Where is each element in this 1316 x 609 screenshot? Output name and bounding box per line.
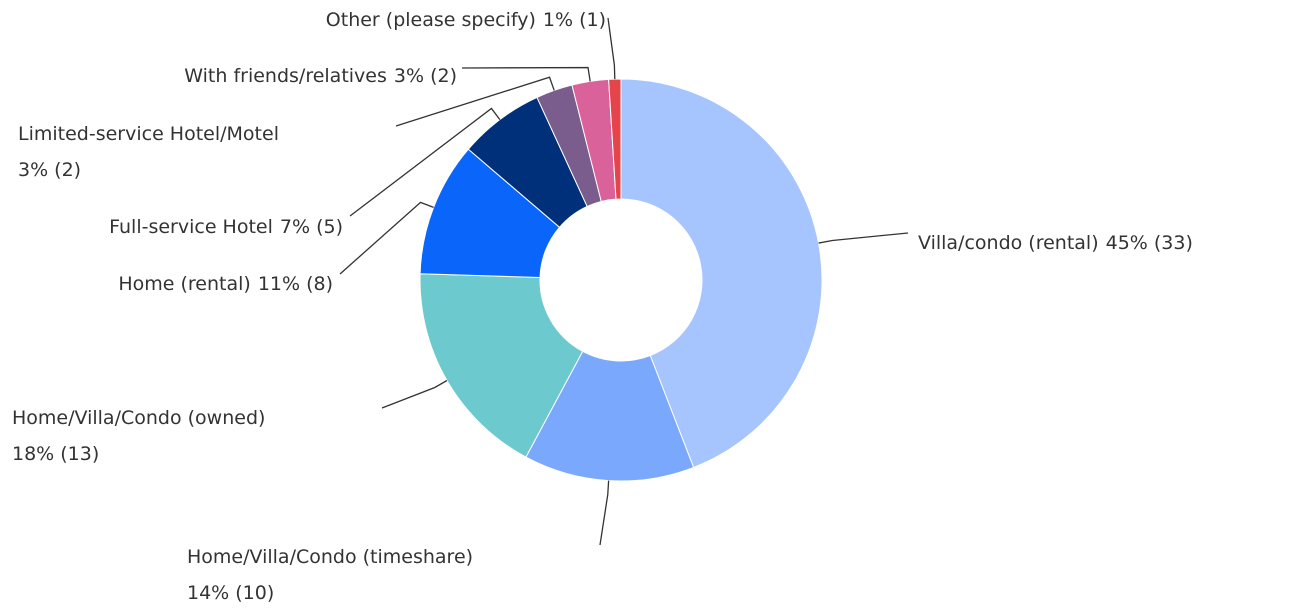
leader-line	[339, 201, 434, 275]
slice	[525, 350, 695, 482]
leader-line	[818, 232, 909, 244]
label-value: 18% (13)	[12, 443, 99, 465]
label-value: 11% (8)	[258, 273, 333, 295]
label-category: With friends/relatives	[184, 65, 387, 87]
slice	[419, 273, 584, 458]
leader-line	[349, 107, 501, 217]
label-category: Home/Villa/Condo (owned)	[12, 407, 265, 429]
slice-label: With friends/relatives 3% (2)	[184, 65, 457, 87]
slice-label: Home/Villa/Condo (owned) 18% (13)	[12, 407, 265, 465]
label-value: 7% (5)	[280, 216, 343, 238]
label-category: Home/Villa/Condo (timeshare)	[187, 546, 473, 568]
slice	[620, 78, 823, 469]
leader-line	[607, 17, 616, 80]
label-category: Other (please specify)	[326, 9, 536, 31]
slice-label: Other (please specify) 1% (1)	[326, 9, 606, 31]
label-category: Full-service Hotel	[109, 216, 273, 238]
slice-label: Villa/condo (rental) 45% (33)	[918, 232, 1193, 254]
label-value: 45% (33)	[1106, 232, 1193, 254]
label-category: Home (rental)	[118, 273, 250, 295]
leader-line	[599, 480, 610, 546]
slice	[608, 78, 622, 200]
label-category: Villa/condo (rental)	[918, 232, 1099, 254]
label-value: 1% (1)	[543, 9, 606, 31]
label-value: 14% (10)	[187, 582, 274, 604]
label-value: 3% (2)	[18, 159, 81, 181]
leader-line	[381, 379, 448, 409]
label-category: Limited-service Hotel/Motel	[18, 123, 279, 145]
slice-label: Limited-service Hotel/Motel 3% (2)	[18, 123, 279, 181]
label-value: 3% (2)	[394, 65, 457, 87]
leader-line	[461, 66, 591, 82]
leader-line	[395, 76, 555, 127]
slice-label: Full-service Hotel 7% (5)	[109, 216, 343, 238]
slice-label: Home (rental) 11% (8)	[118, 273, 333, 295]
slice-label: Home/Villa/Condo (timeshare) 14% (10)	[187, 546, 473, 604]
